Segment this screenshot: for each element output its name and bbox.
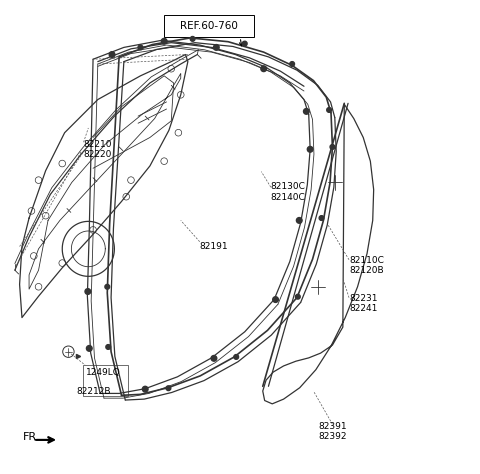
Text: 82210
82220: 82210 82220 xyxy=(84,140,112,159)
Circle shape xyxy=(290,62,295,66)
Circle shape xyxy=(330,145,335,149)
Circle shape xyxy=(138,45,143,50)
Text: 1249LQ: 1249LQ xyxy=(86,368,120,376)
Text: REF.60-760: REF.60-760 xyxy=(180,21,238,31)
Circle shape xyxy=(143,386,148,392)
Text: 82231
82241: 82231 82241 xyxy=(349,294,377,313)
Circle shape xyxy=(242,41,247,46)
Circle shape xyxy=(86,346,92,351)
Text: 82191: 82191 xyxy=(200,242,228,251)
Circle shape xyxy=(327,108,332,112)
Bar xyxy=(83,365,128,396)
Text: 82110C
82120B: 82110C 82120B xyxy=(349,256,384,275)
Text: 82130C
82140C: 82130C 82140C xyxy=(271,182,306,201)
Circle shape xyxy=(85,289,91,294)
Text: 82391
82392: 82391 82392 xyxy=(318,422,347,441)
Circle shape xyxy=(307,146,313,152)
Circle shape xyxy=(261,66,266,72)
Circle shape xyxy=(161,38,167,44)
Circle shape xyxy=(105,284,109,289)
Circle shape xyxy=(166,386,171,391)
Circle shape xyxy=(319,216,324,220)
Circle shape xyxy=(303,109,309,114)
Circle shape xyxy=(234,355,239,359)
Circle shape xyxy=(211,356,217,361)
Circle shape xyxy=(273,297,278,302)
Circle shape xyxy=(109,52,115,57)
Circle shape xyxy=(214,45,219,50)
Text: FR.: FR. xyxy=(23,432,40,442)
Text: 82212B: 82212B xyxy=(76,387,111,395)
Circle shape xyxy=(296,294,300,299)
Circle shape xyxy=(106,345,110,349)
Circle shape xyxy=(190,36,195,41)
Circle shape xyxy=(297,218,302,223)
